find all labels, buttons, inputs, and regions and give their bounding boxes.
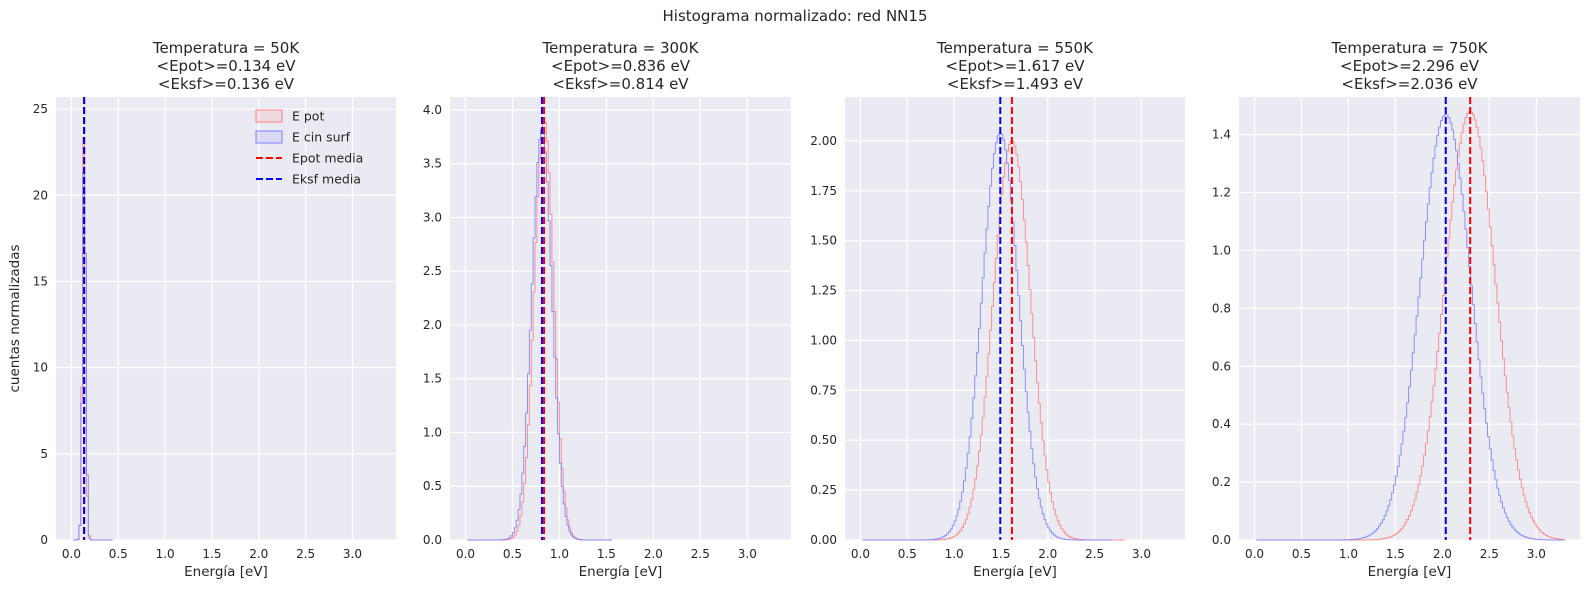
y-tick-label: 0.0 bbox=[1212, 533, 1231, 547]
subplot-title-line: <Epot>=1.617 eV bbox=[946, 57, 1086, 75]
x-tick-label: 2.0 bbox=[1433, 547, 1452, 561]
x-tick-label: 0.5 bbox=[898, 547, 917, 561]
x-tick-label: 0.5 bbox=[109, 547, 128, 561]
y-tick-label: 2.00 bbox=[810, 134, 837, 148]
x-axis-label: Energía [eV] bbox=[1368, 564, 1452, 580]
x-tick-label: 2.5 bbox=[691, 547, 710, 561]
subplot-3: 0.0 0.5 1.0 1.5 2.0 2.5 3.0 0.00 0.25 0.50 0.75 1.0… bbox=[810, 39, 1185, 580]
y-tick-label: 3.0 bbox=[423, 210, 442, 224]
x-axis-label: Energía [eV] bbox=[184, 564, 268, 580]
y-tick-label: 0.8 bbox=[1212, 301, 1231, 315]
y-axis-label: cuentas normalizadas bbox=[7, 244, 23, 392]
subplot-title-line: <Eksf>=0.814 eV bbox=[552, 75, 689, 93]
x-tick-label: 1.5 bbox=[597, 547, 616, 561]
x-tick-label: 2.5 bbox=[1480, 547, 1499, 561]
x-tick-label: 1.5 bbox=[1386, 547, 1405, 561]
y-tick-label: 3.5 bbox=[423, 157, 442, 171]
legend-ecin-swatch bbox=[255, 130, 283, 144]
subplot-title-line: <Epot>=0.836 eV bbox=[551, 57, 691, 75]
y-tick-label: 2.5 bbox=[423, 264, 442, 278]
histogram-ecin-surf bbox=[73, 172, 113, 541]
subplot-title-line: <Eksf>=2.036 eV bbox=[1341, 75, 1478, 93]
y-tick-label: 0.50 bbox=[810, 433, 837, 447]
x-tick-label: 2.0 bbox=[644, 547, 663, 561]
subplot-title-line: Temperatura = 550K bbox=[936, 39, 1094, 57]
y-tick-label: 0.6 bbox=[1212, 359, 1231, 373]
x-tick-label: 1.0 bbox=[945, 547, 964, 561]
x-tick-label: 0.5 bbox=[1292, 547, 1311, 561]
y-tick-label: 0.5 bbox=[423, 479, 442, 493]
legend: E pot E cin surf Epot media Eksf media bbox=[255, 109, 363, 187]
x-axis-label: Energía [eV] bbox=[579, 564, 663, 580]
y-tick-label: 0.4 bbox=[1212, 417, 1231, 431]
legend-label: Eksf media bbox=[292, 172, 361, 187]
x-tick-label: 1.0 bbox=[1339, 547, 1358, 561]
y-tick-label: 1.75 bbox=[810, 184, 837, 198]
legend-epot-swatch bbox=[255, 109, 283, 123]
x-tick-label: 2.5 bbox=[296, 547, 315, 561]
y-tick-label: 0 bbox=[40, 533, 48, 547]
y-tick-label: 1.50 bbox=[810, 234, 837, 248]
subplot-title-line: Temperatura = 50K bbox=[152, 39, 301, 57]
y-tick-label: 2.0 bbox=[423, 318, 442, 332]
subplot-title-line: Temperatura = 300K bbox=[542, 39, 700, 57]
y-tick-label: 1.0 bbox=[423, 425, 442, 439]
axes-background bbox=[845, 97, 1185, 540]
subplot-title-line: Temperatura = 750K bbox=[1331, 39, 1489, 57]
x-tick-label: 1.5 bbox=[202, 547, 221, 561]
x-tick-label: 1.0 bbox=[156, 547, 175, 561]
y-tick-label: 20 bbox=[33, 188, 48, 202]
x-tick-label: 0.0 bbox=[62, 547, 81, 561]
subplot-1: 0.0 0.5 1.0 1.5 2.0 2.5 3.0 0 5 10 15 20 25 Energía [… bbox=[7, 39, 396, 580]
x-tick-label: 0.0 bbox=[851, 547, 870, 561]
y-tick-label: 4.0 bbox=[423, 103, 442, 117]
x-tick-label: 2.5 bbox=[1085, 547, 1104, 561]
legend-label: Epot media bbox=[292, 151, 363, 166]
x-tick-label: 2.0 bbox=[1038, 547, 1057, 561]
y-tick-label: 1.0 bbox=[1212, 243, 1231, 257]
axes-background bbox=[56, 97, 396, 540]
axes-background bbox=[450, 97, 791, 540]
y-tick-label: 10 bbox=[33, 361, 48, 375]
subplot-title-line: <Eksf>=1.493 eV bbox=[947, 75, 1084, 93]
y-tick-label: 5 bbox=[40, 447, 48, 461]
subplot-title-line: <Epot>=2.296 eV bbox=[1340, 57, 1480, 75]
x-tick-label: 1.5 bbox=[991, 547, 1010, 561]
y-tick-label: 1.4 bbox=[1212, 128, 1231, 142]
subplot-title-line: <Epot>=0.134 eV bbox=[157, 57, 297, 75]
y-tick-label: 0.75 bbox=[810, 383, 837, 397]
y-tick-label: 1.5 bbox=[423, 372, 442, 386]
x-tick-label: 3.0 bbox=[343, 547, 362, 561]
y-tick-label: 0.00 bbox=[810, 533, 837, 547]
subplot-title-line: <Eksf>=0.136 eV bbox=[158, 75, 295, 93]
y-tick-label: 0.0 bbox=[423, 533, 442, 547]
x-tick-label: 3.0 bbox=[738, 547, 757, 561]
x-tick-label: 3.0 bbox=[1132, 547, 1151, 561]
legend-label: E pot bbox=[292, 109, 324, 124]
x-tick-label: 3.0 bbox=[1527, 547, 1546, 561]
y-tick-label: 25 bbox=[33, 102, 48, 116]
subplot-2: 0.0 0.5 1.0 1.5 2.0 2.5 3.0 0.0 0.5 1.0 1.5 2.0 2.5 3… bbox=[423, 39, 791, 580]
x-tick-label: 1.0 bbox=[550, 547, 569, 561]
x-tick-label: 0.0 bbox=[456, 547, 475, 561]
y-tick-label: 0.25 bbox=[810, 483, 837, 497]
histogram-ecin-surf bbox=[1256, 113, 1565, 541]
y-tick-label: 15 bbox=[33, 274, 48, 288]
subplot-4: 0.0 0.5 1.0 1.5 2.0 2.5 3.0 0.0 0.2 0.4 0.6 0.8 1.0 1… bbox=[1212, 39, 1580, 580]
x-axis-label: Energía [eV] bbox=[973, 564, 1057, 580]
x-tick-label: 0.5 bbox=[503, 547, 522, 561]
y-tick-label: 0.2 bbox=[1212, 475, 1231, 489]
histogram-ecin-surf bbox=[862, 132, 1112, 541]
x-tick-label: 2.0 bbox=[249, 547, 268, 561]
legend-label: E cin surf bbox=[292, 130, 351, 145]
figure-suptitle: Histograma normalizado: red NN15 bbox=[662, 7, 928, 25]
y-tick-label: 1.2 bbox=[1212, 186, 1231, 200]
y-tick-label: 1.00 bbox=[810, 333, 837, 347]
x-tick-label: 0.0 bbox=[1245, 547, 1264, 561]
y-tick-label: 1.25 bbox=[810, 284, 837, 298]
axes-background bbox=[1239, 97, 1580, 540]
